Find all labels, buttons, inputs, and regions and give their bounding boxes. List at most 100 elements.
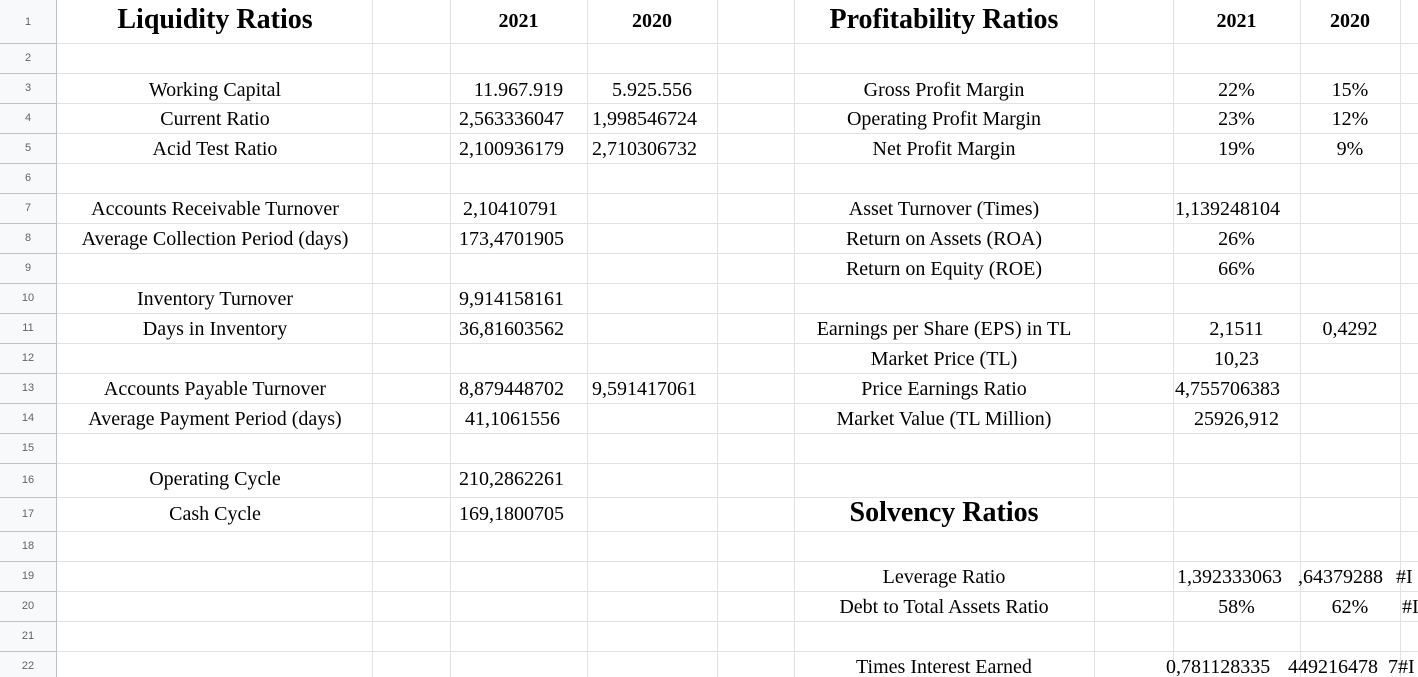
- column-gridline: [1400, 0, 1401, 677]
- row-number[interactable]: 18: [21, 540, 35, 552]
- avg-collection-label[interactable]: Average Collection Period (days): [81, 228, 349, 250]
- acid-test-label[interactable]: Acid Test Ratio: [152, 138, 278, 160]
- row-header-divider: [0, 283, 57, 284]
- leverage-error[interactable]: #I: [1396, 566, 1413, 588]
- working-capital-2020[interactable]: 5.925.556: [612, 79, 692, 101]
- row-number[interactable]: 16: [21, 474, 35, 486]
- row-number[interactable]: 20: [21, 600, 35, 612]
- operating-cycle-2021[interactable]: 210,2862261: [459, 468, 564, 490]
- debt-to-assets-2021[interactable]: 58%: [1218, 596, 1255, 618]
- acid-test-2020[interactable]: 2,710306732: [592, 138, 697, 160]
- row-header-divider: [0, 133, 57, 134]
- row-number[interactable]: 8: [24, 232, 32, 244]
- eps-label[interactable]: Earnings per Share (EPS) in TL: [816, 318, 1072, 340]
- row-number[interactable]: 2: [24, 52, 32, 64]
- row-number[interactable]: 12: [21, 352, 35, 364]
- profitability-year-2021[interactable]: 2021: [1216, 10, 1257, 32]
- row-number[interactable]: 19: [21, 570, 35, 582]
- acid-test-2021[interactable]: 2,100936179: [459, 138, 564, 160]
- liquidity-year-2021[interactable]: 2021: [498, 10, 539, 32]
- row-number[interactable]: 11: [22, 322, 34, 334]
- operating-margin-2020[interactable]: 12%: [1331, 108, 1369, 130]
- times-interest-2021[interactable]: 0,781128335: [1166, 656, 1271, 677]
- ap-turnover-label[interactable]: Accounts Payable Turnover: [103, 378, 327, 400]
- days-inventory-label[interactable]: Days in Inventory: [142, 318, 288, 340]
- working-capital-2021[interactable]: 11.967.919: [473, 79, 564, 101]
- row-number[interactable]: 1: [24, 16, 32, 28]
- current-ratio-2020[interactable]: 1,998546724: [592, 108, 697, 130]
- operating-cycle-label[interactable]: Operating Cycle: [149, 468, 281, 490]
- gross-margin-2021[interactable]: 22%: [1218, 79, 1255, 101]
- solvency-title[interactable]: Solvency Ratios: [849, 497, 1039, 528]
- roa-2021[interactable]: 26%: [1218, 228, 1255, 250]
- pe-ratio-2021[interactable]: 4,755706383: [1175, 378, 1280, 400]
- leverage-2021[interactable]: 1,392333063: [1177, 566, 1282, 588]
- row-number[interactable]: 13: [21, 382, 35, 394]
- ar-turnover-2021[interactable]: 2,10410791: [463, 198, 558, 220]
- liquidity-title[interactable]: Liquidity Ratios: [117, 4, 313, 35]
- ap-turnover-2021[interactable]: 8,879448702: [459, 378, 564, 400]
- asset-turnover-label[interactable]: Asset Turnover (Times): [848, 198, 1040, 220]
- inventory-turnover-label[interactable]: Inventory Turnover: [136, 288, 294, 310]
- avg-collection-2021[interactable]: 173,4701905: [459, 228, 564, 250]
- row-number[interactable]: 17: [21, 508, 35, 520]
- eps-2021[interactable]: 2,1511: [1209, 318, 1264, 340]
- cash-cycle-2021[interactable]: 169,1800705: [459, 503, 564, 525]
- roe-label[interactable]: Return on Equity (ROE): [845, 258, 1043, 280]
- market-value-label[interactable]: Market Value (TL Million): [836, 408, 1052, 430]
- row-number[interactable]: 3: [24, 82, 32, 94]
- eps-2020[interactable]: 0,4292: [1322, 318, 1378, 340]
- avg-payment-2021[interactable]: 41,1061556: [465, 408, 560, 430]
- row-number[interactable]: 22: [21, 660, 35, 672]
- current-ratio-label[interactable]: Current Ratio: [160, 108, 270, 130]
- row-number[interactable]: 15: [21, 442, 35, 454]
- asset-turnover-2021[interactable]: 1,139248104: [1175, 198, 1280, 220]
- roe-2021[interactable]: 66%: [1218, 258, 1255, 280]
- times-interest-2020[interactable]: 449216478: [1288, 656, 1378, 677]
- row-number[interactable]: 14: [21, 412, 35, 424]
- profitability-year-2020[interactable]: 2020: [1330, 10, 1370, 32]
- inventory-turnover-2021[interactable]: 9,914158161: [459, 288, 564, 310]
- current-ratio-2021[interactable]: 2,563336047: [459, 108, 564, 130]
- debt-to-assets-label[interactable]: Debt to Total Assets Ratio: [839, 596, 1049, 618]
- market-price-label[interactable]: Market Price (TL): [870, 348, 1018, 370]
- net-margin-2021[interactable]: 19%: [1218, 138, 1255, 160]
- row-header-divider: [0, 463, 57, 464]
- net-margin-label[interactable]: Net Profit Margin: [872, 138, 1016, 160]
- row-gridline: [0, 531, 1418, 532]
- pe-ratio-label[interactable]: Price Earnings Ratio: [861, 378, 1027, 400]
- ar-turnover-label[interactable]: Accounts Receivable Turnover: [91, 198, 339, 220]
- row-gridline: [0, 621, 1418, 622]
- row-number[interactable]: 10: [21, 292, 35, 304]
- operating-margin-2021[interactable]: 23%: [1218, 108, 1255, 130]
- gross-margin-2020[interactable]: 15%: [1331, 79, 1369, 101]
- times-interest-label[interactable]: Times Interest Earned: [856, 656, 1032, 677]
- market-price-2021[interactable]: 10,23: [1214, 348, 1259, 370]
- avg-payment-label[interactable]: Average Payment Period (days): [88, 408, 342, 430]
- working-capital-label[interactable]: Working Capital: [148, 79, 282, 101]
- debt-to-assets-error[interactable]: #I: [1402, 596, 1418, 618]
- operating-margin-label[interactable]: Operating Profit Margin: [846, 108, 1042, 130]
- gross-margin-label[interactable]: Gross Profit Margin: [863, 79, 1025, 101]
- leverage-label[interactable]: Leverage Ratio: [882, 566, 1006, 588]
- row-number[interactable]: 21: [21, 630, 35, 642]
- row-gridline: [0, 223, 1418, 224]
- roa-label[interactable]: Return on Assets (ROA): [845, 228, 1043, 250]
- net-margin-2020[interactable]: 9%: [1336, 138, 1364, 160]
- days-inventory-2021[interactable]: 36,81603562: [459, 318, 564, 340]
- market-value-2021[interactable]: 25926,912: [1194, 408, 1279, 430]
- profitability-title[interactable]: Profitability Ratios: [829, 4, 1059, 35]
- leverage-2020[interactable]: ,64379288: [1298, 566, 1383, 588]
- row-number[interactable]: 6: [24, 172, 32, 184]
- times-interest-error[interactable]: 7#I: [1388, 656, 1415, 677]
- liquidity-year-2020[interactable]: 2020: [632, 10, 672, 32]
- cash-cycle-label[interactable]: Cash Cycle: [169, 503, 261, 525]
- row-number[interactable]: 9: [24, 262, 32, 274]
- row-number[interactable]: 7: [24, 202, 32, 214]
- row-number[interactable]: 5: [24, 142, 32, 154]
- debt-to-assets-2020[interactable]: 62%: [1331, 596, 1369, 618]
- row-number[interactable]: 4: [24, 112, 32, 124]
- row-header-column: 1 2 3 4 5 6 7 8 9 10 11 12 13 14 15 16 17 18 19 20 21 22: [0, 0, 57, 677]
- ap-turnover-2020[interactable]: 9,591417061: [592, 378, 697, 400]
